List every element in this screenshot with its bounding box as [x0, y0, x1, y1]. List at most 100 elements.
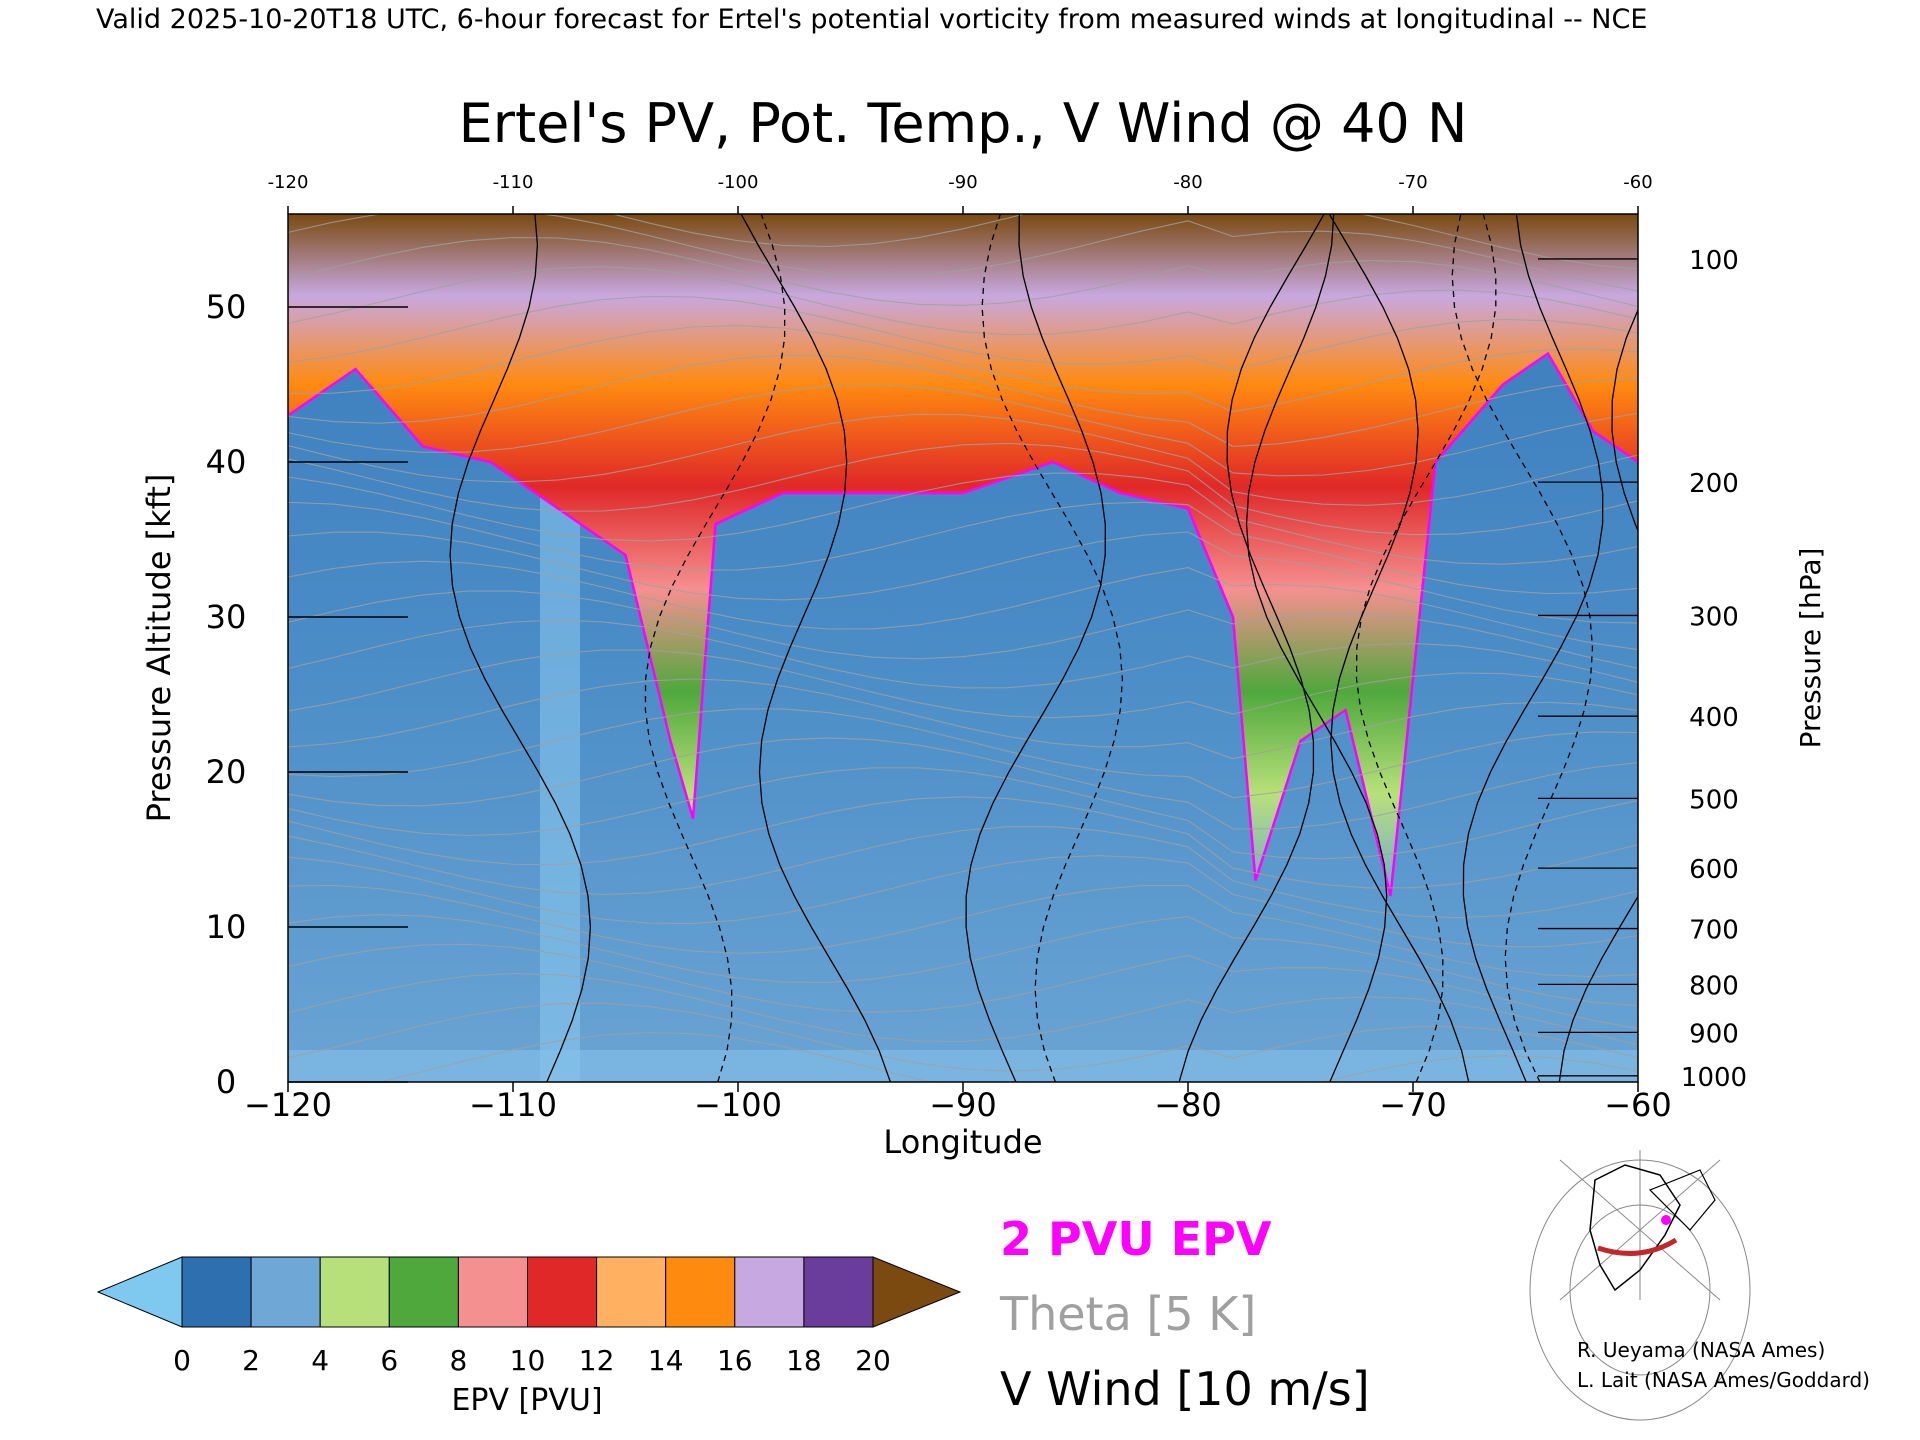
vwind-contour-line	[1451, 214, 1594, 1082]
x-axis-label: Longitude	[883, 1123, 1042, 1161]
inset-map	[1529, 1150, 1751, 1421]
colorbar-tick-label: 10	[510, 1344, 546, 1377]
x-tick-label: −60	[1604, 1086, 1672, 1124]
y-tick-label: 50	[206, 288, 247, 326]
theta-contour-line	[288, 943, 1638, 1030]
theta-contour-line	[377, 1031, 1638, 1082]
plot-field	[288, 214, 1638, 1082]
x-top-tick-label: -110	[493, 172, 534, 193]
theta-contour-line	[288, 383, 1638, 477]
theta-contour-line	[288, 295, 1638, 371]
pressure-tick-label: 1000	[1681, 1063, 1747, 1093]
surface-band	[288, 1050, 1638, 1082]
stratosphere-field	[288, 214, 1638, 896]
theta-contour-line	[288, 678, 1638, 760]
y-tick-label: 30	[206, 598, 247, 636]
theta-contour-line	[288, 914, 1638, 1007]
colorbar-tick-label: 2	[242, 1344, 260, 1377]
theta-contour-line	[288, 560, 1638, 651]
theta-contour-line	[288, 214, 1638, 292]
y-axis-label: Pressure Altitude [kft]	[140, 474, 178, 823]
pressure-tick-label: 900	[1689, 1019, 1739, 1049]
theta-contour-line	[288, 649, 1638, 719]
colorbar-tick-label: 18	[786, 1344, 822, 1377]
y-tick-label: 20	[206, 753, 247, 791]
theta-contour-line	[288, 1002, 1638, 1072]
colorbar-label: EPV [PVU]	[451, 1383, 602, 1418]
vwind-contour-line	[449, 214, 592, 1082]
credit-line-2: L. Lait (NASA Ames/Goddard)	[1577, 1368, 1870, 1392]
colorbar-ticks: 0 2 4 6 8 10 12 14 16 18 20	[173, 1344, 891, 1377]
x-top-tick-label: -100	[718, 172, 759, 193]
pressure-tick-label: 100	[1689, 246, 1739, 276]
vwind-contour-line	[1245, 214, 1388, 1082]
theta-contour-line	[288, 442, 1638, 536]
vwind-contour-line	[740, 214, 892, 1082]
colorbar-segment	[457, 1256, 528, 1328]
colorbar-tick-label: 0	[173, 1344, 191, 1377]
pressure-tick-label: 200	[1689, 469, 1739, 499]
pressure-tick-label: 700	[1689, 916, 1739, 946]
x-top-tick-label: -120	[268, 172, 309, 193]
theta-contour-line	[288, 855, 1638, 948]
colorbar-tick-label: 4	[311, 1344, 329, 1377]
colorbar-segment	[803, 1256, 874, 1328]
theta-contour-line	[288, 708, 1638, 799]
colorbar-segment	[527, 1256, 598, 1328]
vwind-contour-line	[1355, 214, 1497, 1082]
inset-map-coastline	[1648, 1169, 1716, 1231]
colorbar-tick-label: 14	[648, 1344, 684, 1377]
vwind-contour-line	[981, 214, 1124, 1082]
pressure-tick-label: 600	[1689, 855, 1739, 885]
colorbar-tick-label: 16	[717, 1344, 753, 1377]
vwind-contour-line	[1178, 214, 1325, 1082]
theta-contour-line	[288, 884, 1638, 978]
y-tick-label: 40	[206, 443, 247, 481]
y-tick-label: 0	[216, 1063, 236, 1101]
y-axis-right-label: Pressure [hPa]	[1794, 548, 1827, 749]
colorbar-tick-label: 12	[579, 1344, 615, 1377]
theta-contour-line	[288, 413, 1638, 506]
colorbar-segment	[734, 1256, 805, 1328]
header-text: Valid 2025-10-20T18 UTC, 6-hour forecast…	[96, 4, 1647, 35]
pressure-tick-label: 300	[1689, 602, 1739, 632]
colorbar-segment	[181, 1256, 252, 1328]
theta-contour-line	[610, 214, 1638, 270]
colorbar-tick-label: 6	[380, 1344, 398, 1377]
x-tick-label: −90	[929, 1086, 997, 1124]
vwind-contour-line	[965, 214, 1106, 1082]
colorbar-over-arrow	[872, 1256, 962, 1328]
pressure-tick-label: 800	[1689, 971, 1739, 1001]
vwind-contour-line	[644, 214, 786, 1082]
colorbar-tick-label: 8	[449, 1344, 467, 1377]
colorbar-segment	[596, 1256, 667, 1328]
x-top-tick-label: -70	[1398, 172, 1427, 193]
theta-contour-line	[288, 973, 1638, 1046]
credit-line-1: R. Ueyama (NASA Ames)	[1577, 1338, 1825, 1362]
colorbar-segments	[181, 1256, 874, 1328]
inset-map-marker	[1661, 1215, 1671, 1225]
theta-contour-line	[288, 796, 1638, 889]
x-top-tick-label: -60	[1623, 172, 1652, 193]
legend-theta: Theta [5 K]	[999, 1287, 1256, 1341]
theta-contour-line	[288, 325, 1638, 413]
chart-title: Ertel's PV, Pot. Temp., V Wind @ 40 N	[459, 92, 1468, 155]
colorbar-tick-label: 20	[855, 1344, 891, 1377]
colorbar-segment	[319, 1256, 390, 1328]
colorbar-segment	[665, 1256, 736, 1328]
legend-vwind: V Wind [10 m/s]	[1000, 1362, 1370, 1416]
legend-epv: 2 PVU EPV	[1000, 1212, 1272, 1266]
x-top-tick-label: -90	[948, 172, 977, 193]
x-tick-label: −100	[694, 1086, 782, 1124]
colorbar-segment	[388, 1256, 459, 1328]
theta-contour-line	[288, 501, 1638, 595]
colorbar-segment	[250, 1256, 321, 1328]
pressure-axis-ticks: 100 200 300 400 500 600 700 800 900 1000	[1538, 246, 1747, 1093]
inset-map-bg	[1540, 1150, 1736, 1300]
x-tick-label: −70	[1379, 1086, 1447, 1124]
vwind-contour-line	[1462, 214, 1604, 1082]
theta-contour-line	[288, 266, 1638, 336]
pressure-tick-label: 400	[1689, 703, 1739, 733]
theta-contour-line	[288, 354, 1638, 447]
